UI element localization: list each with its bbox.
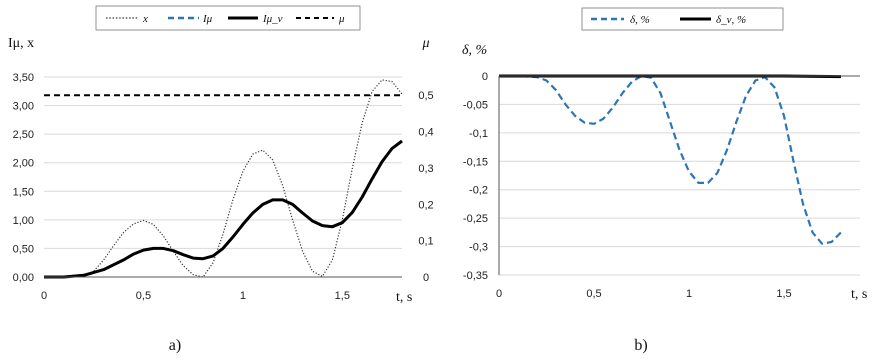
y2-axis-label-a: μ [421,36,429,51]
y-axis-label-a: Iμ, x [8,36,34,51]
y-tick-label-a: 3,50 [13,72,34,84]
x-tick-label-b: 0,5 [586,288,601,300]
grid-b [499,103,860,276]
chart-b: 0 -0,05 -0,1 -0,15 -0,2 -0,25 -0,3 -0,35 0 0,5 1 1… [462,7,867,302]
y2-tick-label-a: 0,1 [418,236,433,248]
y-tick-label-a: 1,50 [13,186,34,198]
y-tick-label-b: -0,05 [463,99,488,111]
y-tick-label-a: 3,00 [13,101,34,113]
x-axis-label-b: t, s [851,287,867,302]
y-ticks-a: 0,00 0,50 1,00 1,50 2,00 2,50 3,00 3,50 [13,72,34,284]
y-tick-label-b: 0 [482,71,488,83]
y-tick-label-b: -0,15 [463,156,488,168]
x-ticks-a: 0 0,5 1 1,5 [41,290,350,302]
y-tick-label-a: 0,50 [13,243,34,255]
x-tick-label-a: 1 [240,290,246,302]
y-tick-label-a: 0,00 [13,272,34,284]
y-tick-label-a: 1,00 [13,215,34,227]
y-ticks-b: 0 -0,05 -0,1 -0,15 -0,2 -0,25 -0,3 -0,35 [463,71,488,282]
y-tick-label-b: -0,25 [463,213,488,225]
chart-a: 0,000,501,001,502,002,503,003,50 00,10,2… [8,5,434,305]
x-tick-label-b: 1,5 [776,288,791,300]
y-tick-label-b: -0,35 [463,270,488,282]
y-tick-label-b: -0,3 [469,242,488,254]
legend-label-delta-nu: δ_ν, % [716,14,746,26]
x-tick-label-a: 1,5 [335,290,350,302]
y-tick-label-b: -0,2 [469,185,488,197]
y-tick-label-a: 2,50 [13,129,34,141]
series-layer-a [44,79,403,279]
series-line-a-2 [44,139,403,279]
x-ticks-b: 0 0,5 1 1,5 [496,288,792,300]
x-axis-label-a: t, s [396,290,412,305]
y2-tick-label-a: 0,2 [418,199,433,211]
series-line-a-0 [44,79,403,278]
series-line-a-1 [44,140,403,278]
y-tick-label-a: 2,00 [13,158,34,170]
y-tick-label-b: -0,1 [469,128,488,140]
legend-label-delta: δ, % [630,14,650,26]
y2-tick-label-a: 0,5 [418,90,433,102]
y2-tick-label-a: 0,3 [418,163,433,175]
x-tick-label-a: 0,5 [136,290,151,302]
x-tick-label-b: 1 [686,288,692,300]
legend-label-mu: μ [338,13,345,25]
grid-a [44,76,402,249]
legend-label-imu: Iμ [202,13,213,25]
legend-b: δ, % δ_ν, % [581,7,784,31]
x-tick-label-a: 0 [41,290,47,302]
series-line-b-0 [499,74,842,245]
y2-ticks-a: 0 0,1 0,2 0,3 0,4 0,5 [418,90,433,284]
legend-a: x Iμ Iμ_ν μ [95,5,361,31]
x-tick-label-b: 0 [496,288,502,300]
panel-label-a: a) [169,337,181,354]
y2-tick-label-a: 0,4 [418,127,433,139]
legend-label-imu-nu: Iμ_ν [262,13,283,25]
y2-tick-label-a: 0 [423,272,429,284]
y-axis-label-b: δ, % [462,43,487,58]
panel-label-b: b) [634,337,647,354]
legend-label-x: x [142,13,148,25]
